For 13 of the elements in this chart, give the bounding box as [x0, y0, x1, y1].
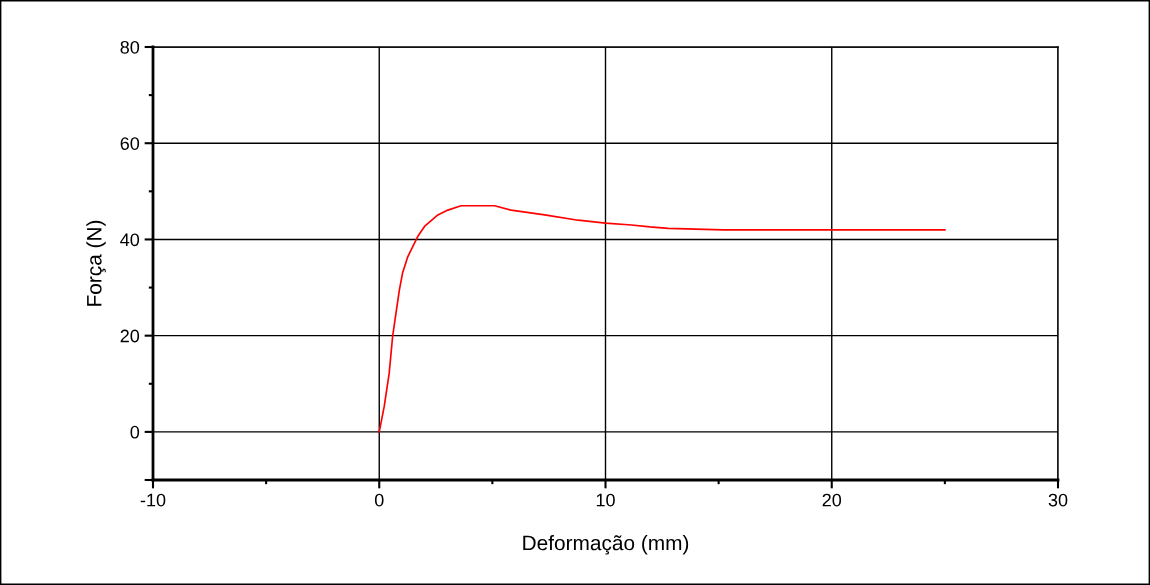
line-series: [378, 204, 946, 433]
x-tick-label: 0: [374, 493, 384, 507]
x-tick-label: 10: [596, 493, 615, 507]
x-tick-label: -10: [140, 493, 166, 507]
x-tick-label: 30: [1048, 493, 1068, 507]
x-tick-label: 20: [822, 493, 842, 507]
y-tick-label: 80: [120, 40, 140, 54]
x-axis-title: Deformação (mm): [523, 535, 689, 555]
y-tick-label: 40: [120, 233, 140, 247]
y-tick-label: 20: [120, 329, 140, 343]
y-axis-title: Força (N): [86, 220, 106, 306]
y-tick-label: 60: [120, 137, 140, 150]
y-tick-label: 0: [130, 425, 140, 439]
